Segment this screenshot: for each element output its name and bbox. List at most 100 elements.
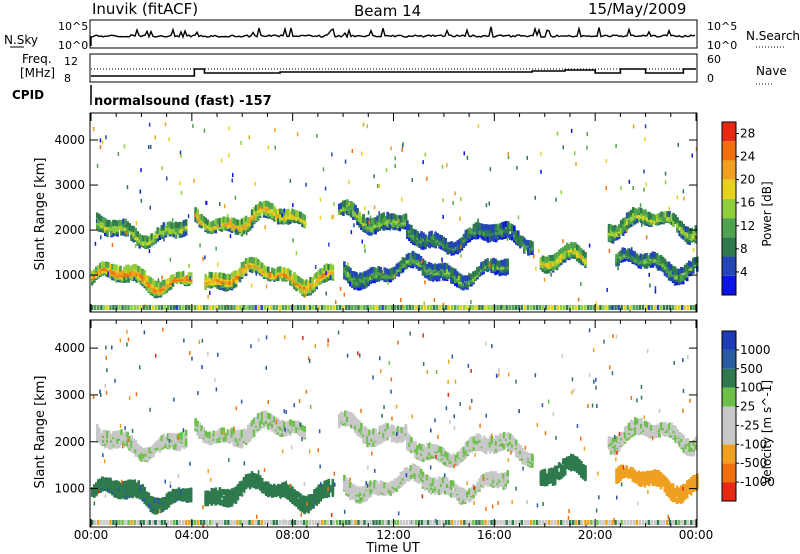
- echo-cell: [323, 270, 326, 277]
- echo-cell: [425, 263, 429, 270]
- echo-cell: [478, 223, 482, 229]
- echo-cell: [547, 262, 551, 269]
- echo-cell: [147, 500, 151, 506]
- echo-cell: [244, 258, 248, 264]
- echo-point: [228, 126, 230, 131]
- nsky-tick-bottom-right: 10^0: [707, 39, 737, 52]
- echo-cell: [494, 223, 498, 230]
- echo-cell: [380, 433, 383, 440]
- echo-cell: [297, 420, 300, 427]
- echo-cell: [127, 269, 130, 275]
- echo-cell: [336, 305, 339, 310]
- echo-cell: [435, 305, 439, 310]
- echo-cell: [218, 428, 222, 434]
- echo-point: [328, 242, 330, 247]
- echo-cell: [139, 278, 142, 285]
- echo-cell: [346, 414, 349, 421]
- echo-cell: [380, 425, 383, 432]
- echo-cell: [325, 485, 328, 492]
- echo-cell: [226, 429, 230, 436]
- echo-cell: [232, 428, 236, 435]
- echo-point: [397, 218, 400, 223]
- echo-cell: [123, 266, 126, 273]
- echo-cell: [170, 226, 174, 233]
- echo-cell: [124, 437, 127, 444]
- echo-cell: [342, 305, 345, 310]
- echo-cell: [162, 229, 166, 236]
- echo-cell: [162, 433, 166, 440]
- echo-cell: [464, 239, 468, 246]
- echo-cell: [629, 254, 632, 261]
- echo-cell: [396, 426, 400, 433]
- echo-cell: [218, 272, 222, 279]
- echo-cell: [482, 229, 486, 236]
- echo-cell: [378, 425, 381, 432]
- echo-cell: [351, 278, 354, 285]
- echo-cell: [541, 305, 545, 310]
- echo-cell: [587, 305, 590, 310]
- echo-cell: [356, 418, 359, 425]
- echo-cell: [690, 305, 693, 310]
- echo-cell: [279, 420, 282, 427]
- echo-cell: [496, 268, 499, 275]
- echo-cell: [257, 305, 260, 310]
- echo-cell: [184, 223, 188, 230]
- echo-cell: [402, 426, 406, 433]
- echo-cell: [220, 427, 224, 434]
- date-title: 15/May/2009: [588, 0, 686, 18]
- echo-point: [504, 259, 506, 264]
- echo-cell: [617, 224, 621, 231]
- echo-cell: [400, 215, 404, 222]
- echo-cell: [275, 428, 278, 435]
- echo-cell: [122, 441, 125, 448]
- echo-point: [296, 132, 299, 137]
- echo-cell: [435, 264, 439, 271]
- echo-cell: [450, 241, 454, 248]
- echo-cell: [204, 437, 207, 443]
- echo-cell: [458, 272, 461, 279]
- echo-cell: [143, 279, 146, 286]
- echo-cell: [644, 305, 648, 310]
- echo-cell: [214, 218, 218, 225]
- echo-cell: [496, 263, 499, 270]
- echo-cell: [250, 471, 254, 478]
- echo-cell: [246, 217, 250, 224]
- echo-cell: [109, 263, 112, 270]
- echo-cell: [263, 305, 266, 310]
- echo-cell: [155, 280, 159, 287]
- echo-point: [677, 142, 679, 147]
- echo-cell: [129, 266, 132, 273]
- echo-band: [343, 463, 509, 505]
- echo-cell: [297, 498, 300, 505]
- echo-cell: [287, 268, 290, 275]
- echo-point: [189, 276, 191, 281]
- echo-cell: [481, 305, 484, 310]
- echo-cell: [226, 436, 230, 442]
- echo-cell: [290, 305, 294, 310]
- echo-point: [368, 220, 370, 225]
- echo-point: [140, 198, 143, 203]
- echo-cell: [240, 267, 244, 274]
- echo-cell: [204, 430, 207, 437]
- echo-cell: [423, 305, 427, 310]
- echo-cell: [252, 423, 256, 430]
- echo-cell: [498, 260, 501, 267]
- echo-cell: [119, 265, 122, 272]
- echo-point: [643, 187, 645, 192]
- echo-point: [441, 261, 444, 266]
- echo-cell: [460, 237, 464, 244]
- echo-cell: [348, 207, 351, 214]
- echo-cell: [295, 490, 298, 497]
- echo-cell: [623, 255, 626, 262]
- echo-cell: [136, 234, 139, 241]
- echo-cell: [161, 279, 165, 286]
- echo-cell: [269, 305, 272, 310]
- echo-cell: [611, 225, 615, 232]
- echo-cell: [615, 226, 619, 233]
- echo-cell: [165, 278, 169, 285]
- echo-cell: [250, 420, 254, 427]
- echo-cell: [627, 248, 630, 255]
- echo-cell: [621, 223, 625, 230]
- echo-cell: [299, 211, 302, 218]
- echo-cell: [371, 266, 374, 273]
